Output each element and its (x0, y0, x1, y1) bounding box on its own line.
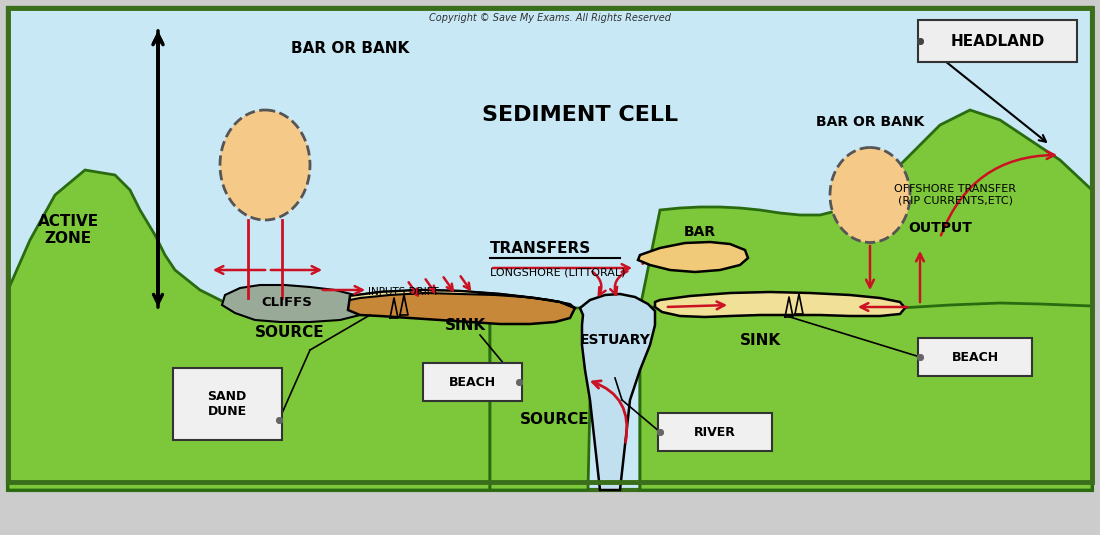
Text: BEACH: BEACH (952, 350, 999, 363)
Text: BAR OR BANK: BAR OR BANK (816, 115, 924, 129)
Polygon shape (490, 305, 592, 490)
Text: SAND
DUNE: SAND DUNE (208, 390, 246, 418)
Text: LONGSHORE (LITTORAL): LONGSHORE (LITTORAL) (490, 267, 626, 277)
Polygon shape (8, 8, 1092, 490)
Text: OFFSHORE TRANSFER
(RIP CURRENTS,ETC): OFFSHORE TRANSFER (RIP CURRENTS,ETC) (894, 184, 1016, 206)
FancyBboxPatch shape (8, 8, 1092, 482)
Text: SOURCE: SOURCE (520, 412, 590, 427)
Polygon shape (654, 292, 905, 317)
Text: ESTUARY: ESTUARY (580, 333, 650, 347)
Polygon shape (640, 110, 1092, 490)
FancyBboxPatch shape (173, 368, 282, 440)
Text: ACTIVE
ZONE: ACTIVE ZONE (37, 214, 99, 246)
FancyBboxPatch shape (918, 338, 1032, 376)
FancyBboxPatch shape (658, 413, 772, 451)
Polygon shape (638, 242, 748, 272)
Text: SINK: SINK (444, 317, 485, 332)
Text: BAR: BAR (684, 225, 716, 239)
Polygon shape (348, 290, 575, 324)
Polygon shape (640, 303, 1092, 490)
FancyBboxPatch shape (424, 363, 522, 401)
Polygon shape (222, 285, 365, 322)
Ellipse shape (220, 110, 310, 220)
Text: OUTPUT: OUTPUT (909, 221, 972, 235)
Text: CLIFFS: CLIFFS (262, 295, 312, 309)
Polygon shape (350, 290, 575, 308)
Ellipse shape (830, 148, 910, 242)
Polygon shape (8, 170, 490, 490)
Text: SEDIMENT CELL: SEDIMENT CELL (482, 105, 678, 125)
Text: TRANSFERS: TRANSFERS (490, 241, 592, 256)
Text: SINK: SINK (739, 332, 781, 348)
Text: INPUTS DRIFT: INPUTS DRIFT (368, 287, 439, 297)
Text: HEADLAND: HEADLAND (950, 34, 1045, 49)
Text: BEACH: BEACH (449, 376, 496, 388)
FancyBboxPatch shape (918, 20, 1077, 62)
Text: Copyright © Save My Exams. All Rights Reserved: Copyright © Save My Exams. All Rights Re… (429, 13, 671, 23)
Text: SOURCE: SOURCE (255, 325, 324, 340)
Text: RIVER: RIVER (694, 425, 736, 439)
Polygon shape (580, 294, 654, 490)
Text: BAR OR BANK: BAR OR BANK (290, 41, 409, 56)
